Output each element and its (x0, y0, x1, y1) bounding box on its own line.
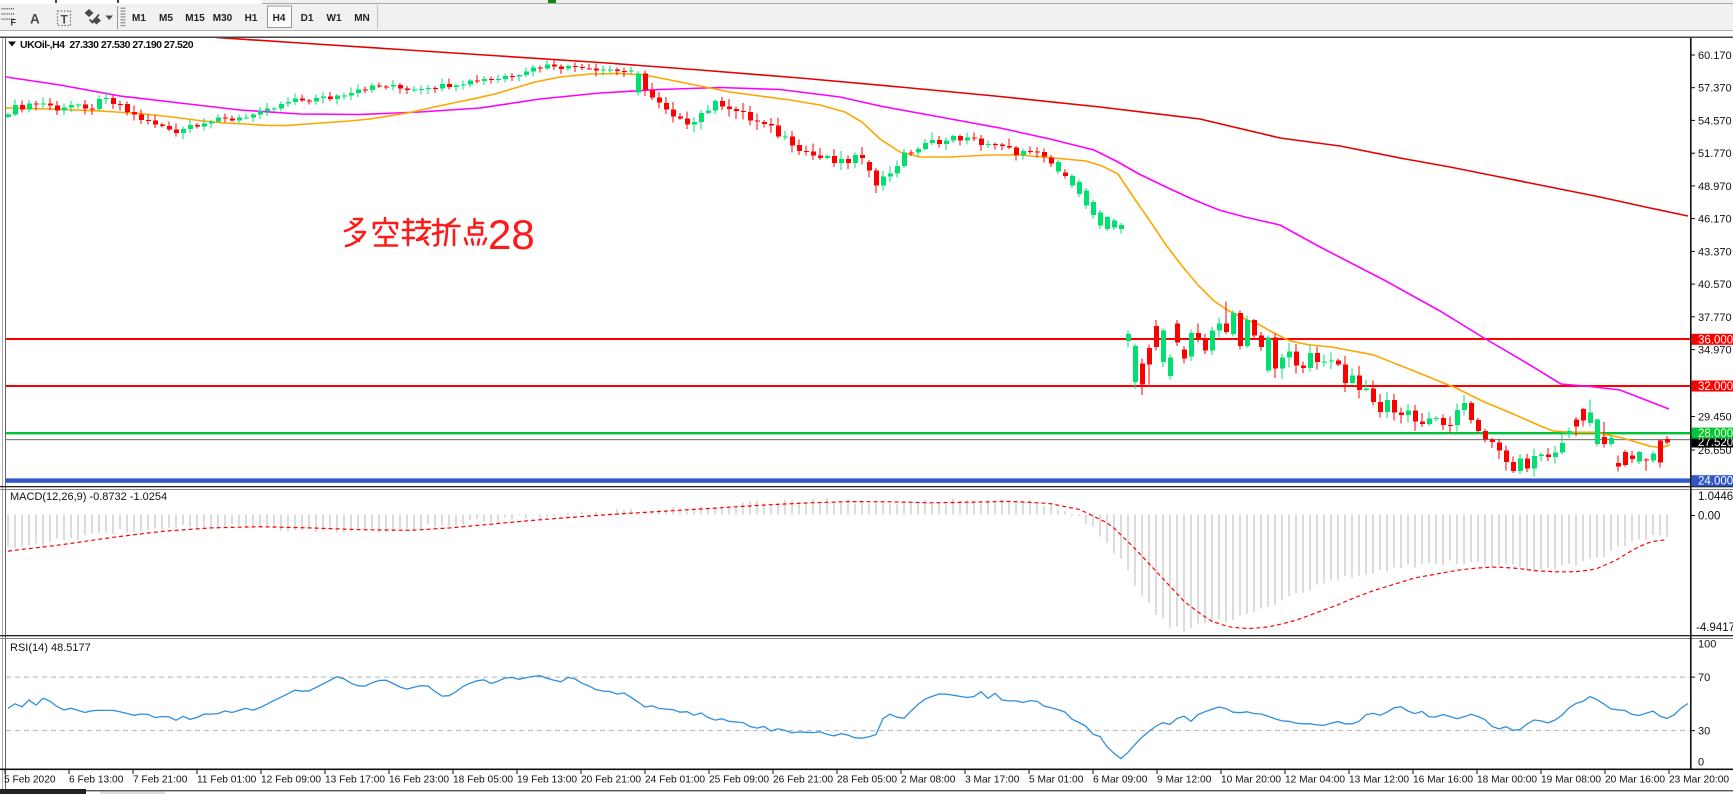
svg-text:36.000: 36.000 (1698, 334, 1733, 346)
svg-text:19 Mar 08:00: 19 Mar 08:00 (1541, 775, 1601, 786)
svg-text:43.370: 43.370 (1698, 246, 1732, 258)
svg-text:57.370: 57.370 (1698, 83, 1732, 95)
svg-text:RSI(14) 48.5177: RSI(14) 48.5177 (10, 642, 91, 654)
svg-text:M30: M30 (213, 13, 233, 24)
svg-text:0.00: 0.00 (1698, 511, 1720, 523)
svg-text:H4: H4 (273, 13, 286, 24)
svg-text:9 Mar 12:00: 9 Mar 12:00 (1157, 775, 1212, 786)
svg-text:A: A (30, 12, 40, 27)
svg-text:34.970: 34.970 (1698, 345, 1732, 357)
svg-text:51.770: 51.770 (1698, 148, 1732, 160)
svg-text:40.570: 40.570 (1698, 279, 1732, 291)
svg-text:T: T (61, 13, 69, 27)
svg-text:MN: MN (354, 13, 370, 24)
svg-text:W1: W1 (327, 13, 342, 24)
svg-text:M5: M5 (159, 13, 173, 24)
svg-text:46.170: 46.170 (1698, 214, 1732, 226)
svg-text:37.770: 37.770 (1698, 312, 1732, 324)
svg-text:UKOil-,H4 27.330 27.530 27.19: UKOil-,H4 27.330 27.530 27.190 27.520 (20, 39, 194, 51)
svg-text:32.000: 32.000 (1698, 381, 1733, 393)
svg-text:D1: D1 (301, 13, 314, 24)
svg-text:28.000: 28.000 (1698, 428, 1733, 440)
svg-text:2 Mar 08:00: 2 Mar 08:00 (901, 775, 956, 786)
svg-text:60.170: 60.170 (1698, 50, 1732, 62)
svg-text:M1: M1 (132, 13, 146, 24)
svg-text:24 Feb 01:00: 24 Feb 01:00 (645, 775, 705, 786)
svg-text:6 Feb 13:00: 6 Feb 13:00 (69, 775, 124, 786)
svg-text:19 Feb 13:00: 19 Feb 13:00 (517, 775, 577, 786)
svg-text:12 Mar 04:00: 12 Mar 04:00 (1285, 775, 1345, 786)
svg-text:-4.9417: -4.9417 (1696, 622, 1733, 634)
svg-text:M15: M15 (185, 13, 205, 24)
svg-text:16 Mar 16:00: 16 Mar 16:00 (1413, 775, 1473, 786)
svg-text:F: F (11, 18, 17, 28)
svg-text:23 Mar 20:00: 23 Mar 20:00 (1669, 775, 1729, 786)
svg-text:54.570: 54.570 (1698, 115, 1732, 127)
svg-text:26 Feb 21:00: 26 Feb 21:00 (773, 775, 833, 786)
svg-text:48.970: 48.970 (1698, 181, 1732, 193)
svg-text:10 Mar 20:00: 10 Mar 20:00 (1221, 775, 1281, 786)
svg-text:28: 28 (488, 211, 535, 258)
svg-text:30: 30 (1698, 726, 1710, 738)
svg-text:20 Mar 16:00: 20 Mar 16:00 (1605, 775, 1665, 786)
svg-text:18 Mar 00:00: 18 Mar 00:00 (1477, 775, 1537, 786)
svg-text:5 Feb 2020: 5 Feb 2020 (4, 775, 56, 786)
svg-text:18 Feb 05:00: 18 Feb 05:00 (453, 775, 513, 786)
svg-text:7 Feb 21:00: 7 Feb 21:00 (133, 775, 188, 786)
svg-text:27.520: 27.520 (1698, 437, 1733, 449)
svg-text:20 Feb 21:00: 20 Feb 21:00 (581, 775, 641, 786)
svg-text:11 Feb 01:00: 11 Feb 01:00 (197, 775, 257, 786)
svg-text:5 Mar 01:00: 5 Mar 01:00 (1029, 775, 1084, 786)
svg-text:6 Mar 09:00: 6 Mar 09:00 (1093, 775, 1148, 786)
svg-text:26.650: 26.650 (1698, 445, 1732, 457)
svg-text:16 Feb 23:00: 16 Feb 23:00 (389, 775, 449, 786)
svg-text:13 Feb 17:00: 13 Feb 17:00 (325, 775, 385, 786)
svg-text:29.450: 29.450 (1698, 412, 1732, 424)
svg-text:24.000: 24.000 (1698, 476, 1733, 488)
svg-text:28 Feb 05:00: 28 Feb 05:00 (837, 775, 897, 786)
svg-text:0: 0 (1698, 757, 1704, 769)
svg-text:70: 70 (1698, 672, 1710, 684)
svg-text:1.0446: 1.0446 (1698, 491, 1733, 503)
svg-text:13 Mar 12:00: 13 Mar 12:00 (1349, 775, 1409, 786)
svg-text:25 Feb 09:00: 25 Feb 09:00 (709, 775, 769, 786)
svg-text:3 Mar 17:00: 3 Mar 17:00 (965, 775, 1020, 786)
svg-text:H1: H1 (245, 13, 258, 24)
svg-text:MACD(12,26,9) -0.8732 -1.0254: MACD(12,26,9) -0.8732 -1.0254 (10, 491, 167, 503)
svg-text:100: 100 (1698, 639, 1716, 651)
svg-text:12 Feb 09:00: 12 Feb 09:00 (261, 775, 321, 786)
